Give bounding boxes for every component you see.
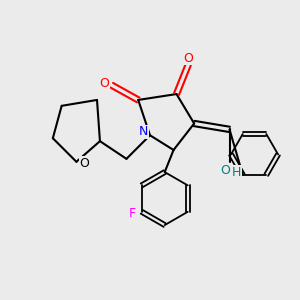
- Text: F: F: [129, 207, 136, 220]
- Text: H: H: [232, 166, 242, 178]
- Text: O: O: [99, 77, 109, 90]
- Text: N: N: [139, 125, 148, 138]
- Text: O: O: [220, 164, 230, 176]
- Text: O: O: [80, 157, 90, 170]
- Text: O: O: [183, 52, 193, 64]
